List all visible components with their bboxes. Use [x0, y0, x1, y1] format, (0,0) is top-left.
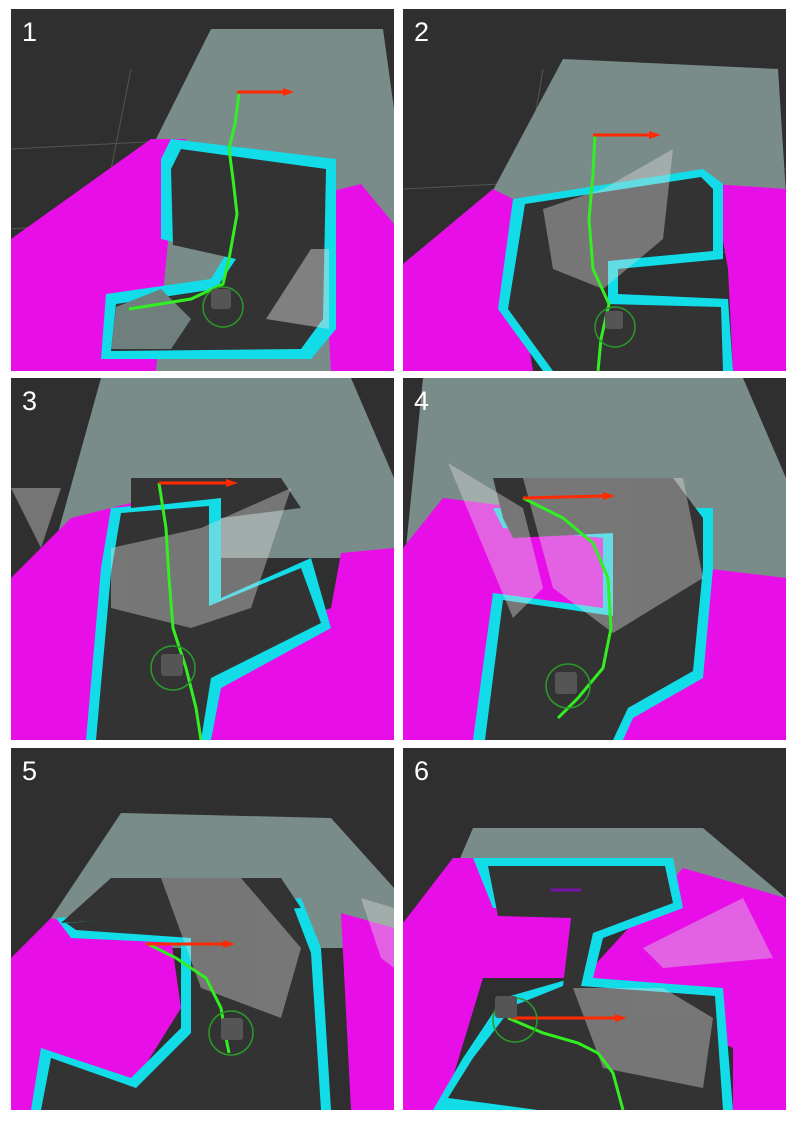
- panel-label: 3: [22, 386, 38, 416]
- panel-2: 2: [403, 9, 786, 371]
- inflation-left: [403, 189, 533, 371]
- panel-label: 5: [22, 756, 38, 786]
- goal-arrowhead: [615, 1014, 627, 1022]
- inflation-right: [211, 548, 394, 740]
- footprint-circle-icon: [202, 286, 244, 328]
- robot-icon: [221, 1018, 243, 1040]
- costmap-view-1: [11, 29, 394, 371]
- robot-icon: [555, 672, 577, 694]
- robot-icon: [161, 654, 183, 676]
- costmap-view-6: [403, 828, 786, 1110]
- goal-arrowhead: [603, 492, 615, 500]
- laser-points: [11, 488, 291, 628]
- panel-label: 1: [22, 17, 38, 47]
- panel-3: 3: [11, 378, 394, 740]
- goal-arrowhead: [226, 479, 238, 487]
- laser-points: [266, 249, 329, 329]
- panel-label: 4: [414, 386, 430, 416]
- goal-arrowhead: [283, 88, 294, 96]
- goal-arrowhead: [223, 940, 235, 948]
- footprint-circle-icon: [150, 645, 196, 691]
- laser-points: [543, 149, 673, 289]
- panel-label: 6: [414, 756, 430, 786]
- global-path: [587, 133, 611, 371]
- explored-pocket: [111, 289, 191, 349]
- footprint-circle-icon: [208, 1010, 254, 1056]
- costmap-view-4: [403, 378, 786, 740]
- global-path: [507, 1016, 625, 1110]
- goal-arrowhead: [649, 131, 661, 139]
- global-path: [157, 482, 203, 740]
- costmap-view-2: [403, 59, 786, 371]
- robot-icon: [605, 311, 623, 329]
- robot-icon: [495, 996, 517, 1018]
- inflation-left: [403, 858, 593, 1110]
- inflation-right: [341, 913, 394, 1110]
- free-space: [448, 866, 723, 1110]
- panel-4: 4: [403, 378, 786, 740]
- global-path: [522, 496, 613, 720]
- free-space: [485, 518, 703, 740]
- footprint-circle-icon: [545, 663, 591, 709]
- panel-6: 6: [403, 748, 786, 1110]
- costmap-view-5: [11, 813, 394, 1110]
- global-path: [128, 93, 241, 311]
- laser-points: [161, 878, 394, 1018]
- robot-icon: [211, 289, 231, 309]
- panel-1: 1: [11, 9, 394, 371]
- panel-label: 2: [414, 17, 430, 47]
- free-space: [96, 506, 321, 740]
- free-space-top: [131, 478, 301, 518]
- laser-points: [448, 463, 703, 633]
- panel-5: 5: [11, 748, 394, 1110]
- costmap-view-3: [11, 378, 394, 740]
- inflation-right: [321, 184, 394, 371]
- free-space: [508, 177, 723, 371]
- goal-arrow-icon: [522, 494, 604, 500]
- free-space: [41, 906, 321, 1110]
- global-path: [145, 941, 231, 1054]
- footprint-circle-icon: [594, 306, 636, 348]
- laser-points: [573, 898, 773, 1088]
- free-space-top: [61, 878, 301, 923]
- inflation-right: [713, 184, 786, 371]
